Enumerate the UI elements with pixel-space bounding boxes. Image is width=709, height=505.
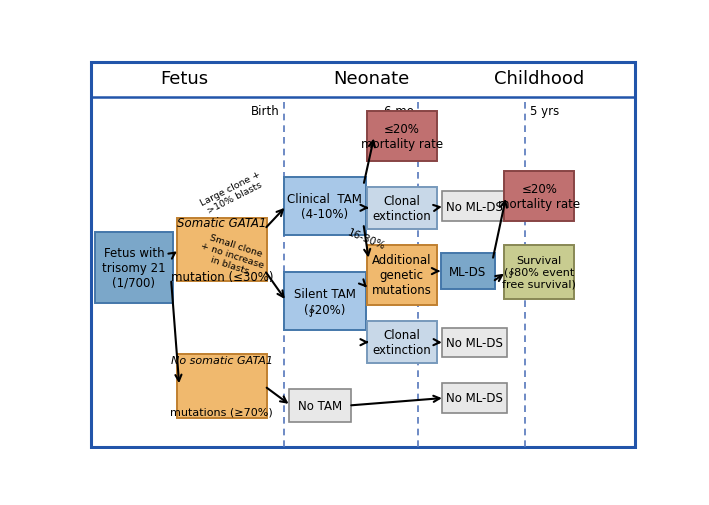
Text: ≤20%
mortality rate: ≤20% mortality rate (361, 122, 443, 150)
FancyBboxPatch shape (442, 192, 508, 222)
FancyBboxPatch shape (177, 219, 267, 282)
Text: ≤20%
mortality rate: ≤20% mortality rate (498, 183, 580, 211)
FancyBboxPatch shape (91, 63, 635, 447)
Text: Clonal
extinction: Clonal extinction (372, 329, 431, 357)
FancyBboxPatch shape (177, 355, 267, 418)
FancyBboxPatch shape (289, 389, 351, 422)
Text: Survival
(∲80% event
free survival): Survival (∲80% event free survival) (502, 256, 576, 289)
Text: Large clone +
>10% blasts: Large clone + >10% blasts (199, 169, 267, 217)
Text: Clinical  TAM
(4-10%): Clinical TAM (4-10%) (287, 192, 362, 220)
Text: Silent TAM
(∲20%): Silent TAM (∲20%) (294, 288, 356, 316)
FancyBboxPatch shape (504, 172, 574, 222)
Text: Birth: Birth (250, 105, 279, 118)
Text: 5 yrs: 5 yrs (530, 105, 559, 118)
Text: Fetus: Fetus (161, 70, 209, 88)
Text: No ML-DS: No ML-DS (447, 200, 503, 213)
FancyBboxPatch shape (367, 322, 437, 364)
Text: Additional
genetic
mutations: Additional genetic mutations (372, 254, 432, 297)
FancyBboxPatch shape (442, 383, 508, 413)
FancyBboxPatch shape (367, 246, 437, 305)
Text: mutations (≥70%): mutations (≥70%) (170, 407, 273, 417)
FancyBboxPatch shape (367, 112, 437, 161)
FancyBboxPatch shape (442, 328, 508, 358)
Text: No TAM: No TAM (298, 399, 342, 412)
Text: No somatic GATA1: No somatic GATA1 (171, 356, 273, 366)
Text: 6 mo: 6 mo (384, 105, 414, 118)
FancyBboxPatch shape (504, 246, 574, 299)
FancyBboxPatch shape (284, 178, 366, 235)
FancyBboxPatch shape (284, 273, 366, 330)
FancyBboxPatch shape (367, 187, 437, 229)
FancyBboxPatch shape (441, 254, 495, 290)
Text: Childhood: Childhood (494, 70, 584, 88)
Text: mutation (≤30%): mutation (≤30%) (171, 271, 273, 284)
Text: Somatic GATA1: Somatic GATA1 (177, 217, 267, 230)
Text: Neonate: Neonate (333, 70, 410, 88)
Text: Small clone
+ no increase
in blasts: Small clone + no increase in blasts (196, 231, 269, 279)
Text: No ML-DS: No ML-DS (447, 392, 503, 405)
Text: Clonal
extinction: Clonal extinction (372, 194, 431, 222)
Text: ML-DS: ML-DS (449, 265, 486, 278)
FancyBboxPatch shape (95, 232, 173, 303)
Text: 16-30%: 16-30% (346, 227, 386, 251)
Text: No ML-DS: No ML-DS (447, 336, 503, 349)
Text: Fetus with
trisomy 21
(1/700): Fetus with trisomy 21 (1/700) (102, 246, 166, 289)
